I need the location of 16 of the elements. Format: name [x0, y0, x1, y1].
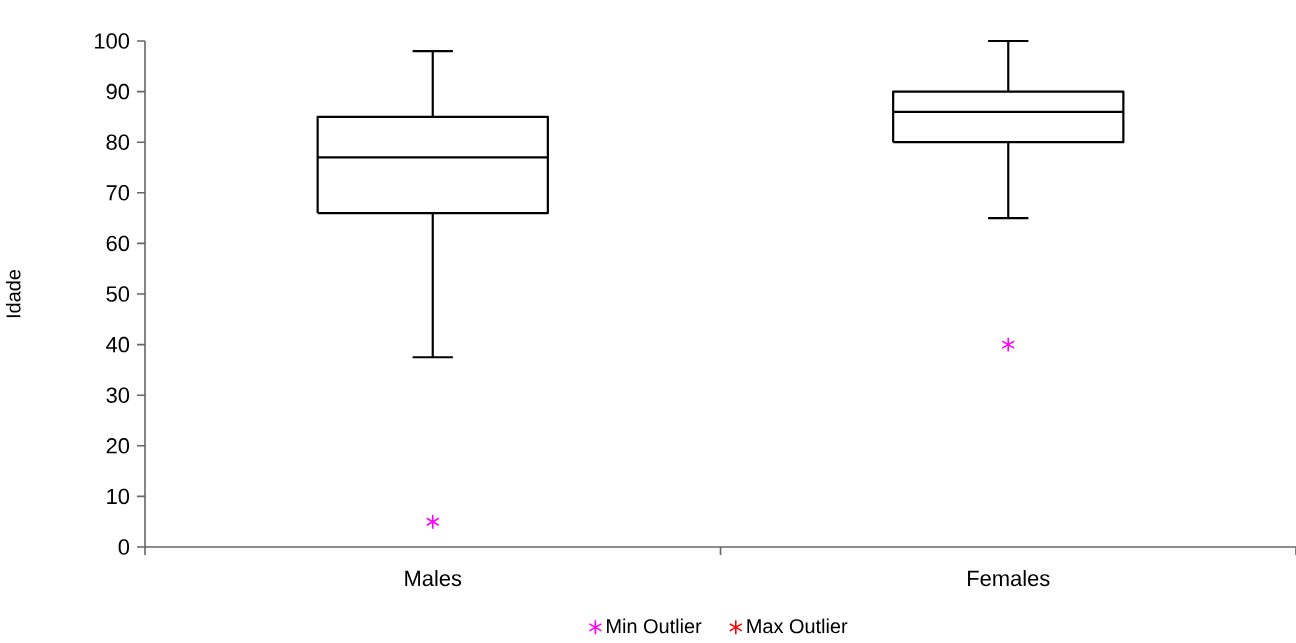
y-tick-label: 70 — [106, 185, 130, 201]
y-tick-label: 100 — [95, 33, 130, 49]
y-tick-label: 20 — [106, 438, 130, 454]
y-axis-title: Idade — [5, 269, 21, 318]
x-tick-label: Males — [405, 570, 462, 587]
legend-label: Min Outlier — [607, 618, 702, 634]
y-tick-label: 60 — [106, 235, 130, 252]
y-tick-label: 40 — [106, 336, 130, 353]
x-tick-label: Females — [968, 570, 1050, 587]
y-tick-label: 50 — [106, 286, 130, 302]
y-tick-label: 80 — [106, 134, 130, 150]
y-tick-label: 10 — [107, 488, 130, 505]
y-tick-label: 90 — [106, 83, 130, 100]
y-tick-label: 0 — [118, 539, 130, 555]
y-tick-label: 30 — [106, 387, 130, 403]
legend-label: Max Outlier — [747, 618, 848, 634]
